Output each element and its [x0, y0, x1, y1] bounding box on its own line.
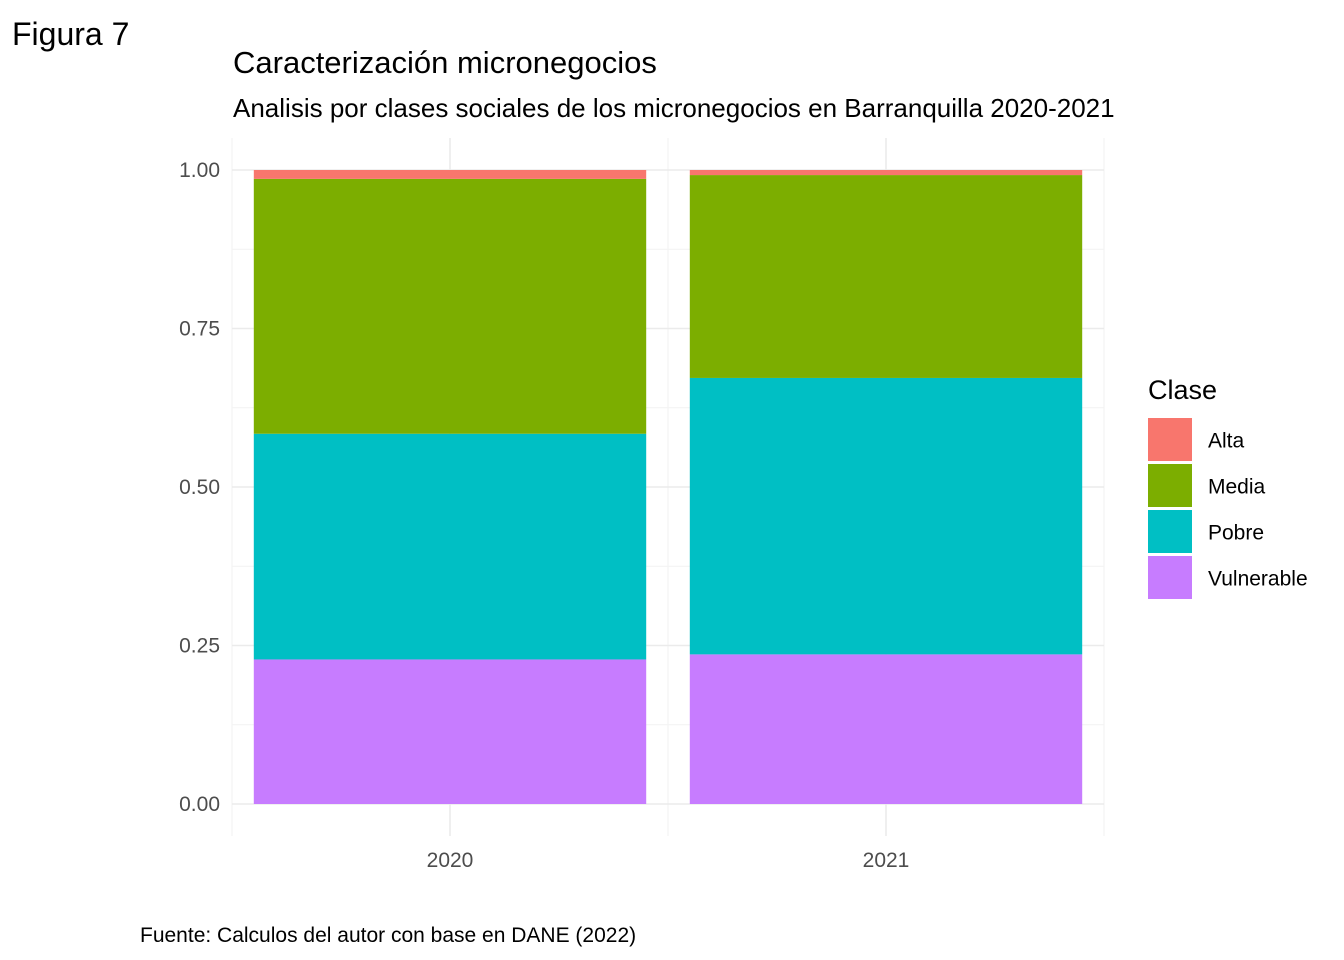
y-tick-label: 0.25: [179, 635, 220, 658]
legend-label-media: Media: [1208, 476, 1266, 499]
x-axis-ticks: 2020 2021: [427, 849, 910, 872]
bar-vulnerable-2021: [689, 654, 1083, 804]
x-tick-label: 2021: [863, 849, 910, 872]
legend-key-alta: [1148, 418, 1192, 461]
chart-title: Caracterización micronegocios: [233, 45, 657, 80]
y-tick-label: 1.00: [179, 159, 220, 182]
bar-vulnerable-2020: [253, 659, 647, 804]
bar-alta-2020: [253, 170, 647, 179]
bars: [253, 170, 1083, 804]
y-tick-label: 0.00: [179, 793, 220, 816]
legend-title: Clase: [1148, 375, 1217, 405]
bar-pobre-2020: [253, 433, 647, 660]
y-axis-ticks: 0.00 0.25 0.50 0.75 1.00: [179, 159, 220, 816]
legend-key-vulnerable: [1148, 556, 1192, 599]
legend: Clase Alta Media Pobre Vulnerable: [1148, 375, 1308, 599]
figure-label: Figura 7: [12, 16, 129, 52]
legend-key-pobre: [1148, 510, 1192, 553]
legend-label-alta: Alta: [1208, 430, 1245, 453]
bar-pobre-2021: [689, 377, 1083, 655]
bar-alta-2021: [689, 170, 1083, 176]
legend-label-vulnerable: Vulnerable: [1208, 568, 1308, 591]
y-tick-label: 0.50: [179, 476, 220, 499]
y-tick-label: 0.75: [179, 318, 220, 341]
bar-media-2020: [253, 178, 647, 434]
legend-key-media: [1148, 464, 1192, 507]
x-tick-label: 2020: [427, 849, 474, 872]
bar-media-2021: [689, 175, 1083, 378]
chart-subtitle: Analisis por clases sociales de los micr…: [233, 93, 1115, 123]
caption: Fuente: Calculos del autor con base en D…: [140, 924, 636, 947]
legend-label-pobre: Pobre: [1208, 522, 1264, 545]
